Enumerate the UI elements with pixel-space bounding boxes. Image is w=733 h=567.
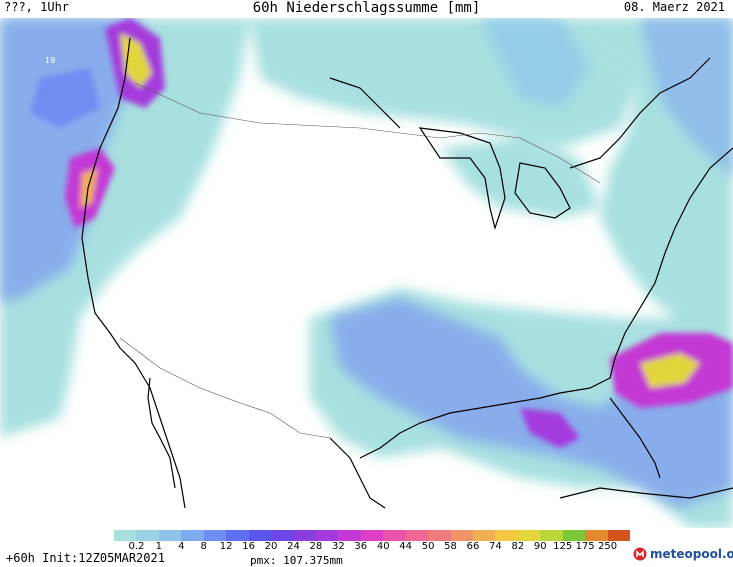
legend-swatch	[495, 530, 518, 541]
legend-swatch	[562, 530, 586, 541]
legend-swatch	[338, 530, 361, 541]
legend-swatch	[540, 530, 563, 541]
legend-swatch	[203, 530, 227, 541]
legend-label: 32	[331, 541, 345, 552]
legend-label: 16	[242, 541, 255, 552]
map-title: 60h Niederschlagssumme [mm]	[252, 0, 481, 16]
legend-label: 90	[533, 541, 547, 552]
legend-label: 175	[575, 541, 595, 552]
heavy-precip-cores	[30, 18, 733, 448]
legend-swatch	[271, 530, 294, 541]
legend-label: 74	[489, 541, 502, 552]
legend-swatch	[517, 530, 541, 541]
legend-label: 28	[309, 541, 323, 552]
legend-swatch	[450, 530, 473, 541]
legend-label: 12	[219, 541, 233, 552]
brand-name: meteopool.org	[650, 547, 733, 561]
legend-swatch	[607, 530, 631, 541]
legend-swatch	[383, 530, 406, 541]
meteopool-logo-icon	[633, 547, 647, 561]
legend-label: 36	[354, 541, 368, 552]
legend-label: 1	[155, 541, 163, 552]
legend-label: 58	[444, 541, 457, 552]
borders	[119, 82, 601, 439]
legend-swatch	[360, 530, 384, 541]
legend-label: 4	[178, 541, 185, 552]
legend-label: 8	[200, 541, 207, 552]
legend-swatch	[315, 530, 339, 541]
legend-swatch	[405, 530, 429, 541]
legend-swatch	[114, 530, 137, 541]
legend-label: 82	[511, 541, 525, 552]
legend-label: 0.2	[128, 541, 145, 552]
legend-label: 44	[399, 541, 413, 552]
legend-label: 40	[376, 541, 390, 552]
map-marker-label: 19	[45, 56, 55, 65]
legend-swatch	[248, 530, 272, 541]
color-scale-bar	[114, 530, 631, 541]
pmx-value: pmx: 107.375mm	[250, 554, 343, 567]
legend-swatch	[428, 530, 451, 541]
legend-label: 50	[421, 541, 435, 552]
legend-label: 66	[466, 541, 480, 552]
legend-swatch	[136, 530, 159, 541]
legend-swatch	[293, 530, 316, 541]
init-time: +60h Init:12Z05MAR2021	[6, 551, 165, 565]
legend-swatch	[158, 530, 182, 541]
legend-label: 250	[598, 541, 618, 552]
legend-swatch	[226, 530, 249, 541]
color-scale-labels: 0.2 1 4 8 12 16 20 24 28 32 36 40 44 50 58 66 74 82 90 125 1…	[114, 541, 630, 553]
precipitation-map: 19	[0, 18, 733, 528]
legend-label: 20	[264, 541, 278, 552]
run-label: ???, 1Uhr	[4, 0, 70, 14]
legend-swatch	[585, 530, 608, 541]
legend-swatch	[473, 530, 496, 541]
brand[interactable]: meteopool.org	[633, 547, 733, 561]
legend-label: 125	[553, 541, 573, 552]
legend-label: 24	[287, 541, 300, 552]
legend-swatch	[181, 530, 204, 541]
valid-date: 08. Maerz 2021	[623, 0, 725, 14]
coastlines	[81, 37, 733, 509]
